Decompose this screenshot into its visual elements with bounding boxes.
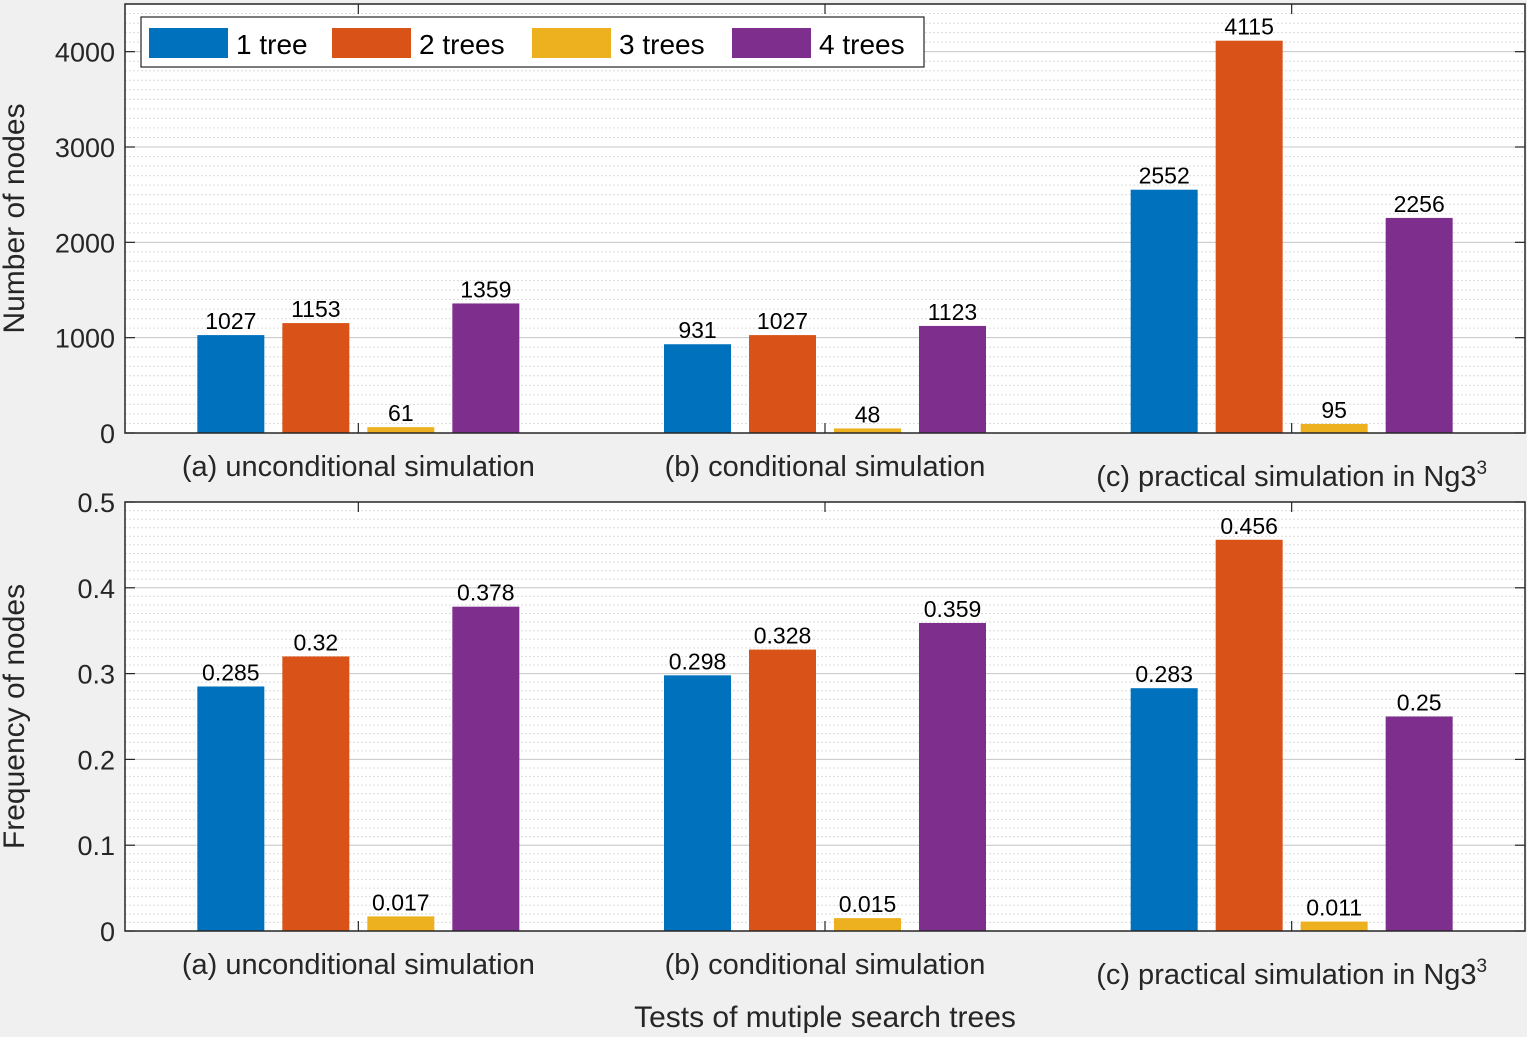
legend-label: 4 trees xyxy=(819,29,905,60)
chart-panel-frequency: 0.285 0.298 0.283 0.32 0.328 0.456 0.017 0.015 0… xyxy=(0,488,1526,1034)
y-tick-label: 2000 xyxy=(55,228,115,258)
data-label: 1123 xyxy=(928,299,977,325)
y-tick-label: 0.2 xyxy=(77,745,115,775)
bar-1-tree-1 xyxy=(664,675,731,931)
legend-label: 1 tree xyxy=(236,29,308,60)
bar-3-trees-2 xyxy=(1300,423,1368,433)
data-label: 0.456 xyxy=(1220,513,1278,539)
bar-3-trees-0 xyxy=(367,427,435,433)
data-label: 0.32 xyxy=(293,629,338,655)
y-tick-label: 1000 xyxy=(55,324,115,354)
data-label: 2552 xyxy=(1139,163,1190,189)
bar-4-trees-1 xyxy=(919,622,986,931)
x-category-label: (b) conditional simulation xyxy=(665,451,986,483)
legend: 1 tree 2 trees 3 trees 4 trees xyxy=(140,16,925,68)
data-label: 48 xyxy=(855,401,881,427)
legend-swatch xyxy=(149,28,228,58)
x-category-label: (a) unconditional simulation xyxy=(182,451,535,483)
bar-2-trees-1 xyxy=(749,335,816,433)
y-tick-label: 3000 xyxy=(55,133,115,163)
bar-3-trees-1 xyxy=(834,428,901,433)
superscript: 3 xyxy=(1477,458,1488,479)
data-label: 0.017 xyxy=(372,889,430,915)
bar-4-trees-2 xyxy=(1385,217,1453,433)
bar-4-trees-1 xyxy=(919,325,986,433)
data-label: 61 xyxy=(388,400,414,426)
bar-2-trees-1 xyxy=(749,649,816,931)
bar-2-trees-0 xyxy=(282,656,350,931)
data-label: 0.298 xyxy=(669,648,727,674)
data-label: 0.378 xyxy=(457,580,515,606)
data-label: 95 xyxy=(1321,397,1347,423)
bar-2-trees-2 xyxy=(1215,40,1283,433)
plot-area xyxy=(125,4,1525,433)
legend-label: 2 trees xyxy=(419,29,505,60)
y-tick-label: 0.3 xyxy=(77,660,115,690)
bar-3-trees-2 xyxy=(1300,921,1368,931)
legend-swatch xyxy=(532,28,611,58)
data-label: 0.283 xyxy=(1135,661,1193,687)
data-label: 1359 xyxy=(460,276,511,302)
x-axis-title: Tests of mutiple search trees xyxy=(634,1001,1016,1034)
y-tick-label: 0 xyxy=(100,917,115,947)
data-label: 2256 xyxy=(1394,191,1445,217)
y-axis-title: Number of nodes xyxy=(0,103,31,333)
data-label: 0.015 xyxy=(839,891,897,917)
bar-1-tree-1 xyxy=(664,344,731,433)
chart-panel-nodes: 1027 931 2552 1153 1027 4115 61 48 95 1359 1123 225… xyxy=(0,3,1526,493)
data-label: 931 xyxy=(678,317,716,343)
bar-1-tree-0 xyxy=(197,686,265,931)
data-label: 0.328 xyxy=(754,623,812,649)
y-tick-label: 0.5 xyxy=(77,488,115,518)
data-label: 0.25 xyxy=(1397,690,1442,716)
bar-4-trees-0 xyxy=(452,606,520,931)
data-label: 0.285 xyxy=(202,659,260,685)
bar-1-tree-2 xyxy=(1130,688,1198,931)
bar-3-trees-0 xyxy=(367,916,435,931)
x-category-label: (b) conditional simulation xyxy=(665,949,986,981)
data-label: 1153 xyxy=(291,296,340,322)
bar-1-tree-2 xyxy=(1130,189,1198,433)
data-label: 1027 xyxy=(205,308,256,334)
x-category-label: (c) practical simulation in Ng33 xyxy=(1096,956,1487,991)
bar-4-trees-0 xyxy=(452,303,520,433)
y-tick-label: 4000 xyxy=(55,38,115,68)
bar-3-trees-1 xyxy=(834,918,901,931)
bar-2-trees-0 xyxy=(282,323,350,433)
data-label: 0.359 xyxy=(924,596,982,622)
y-tick-label: 0.4 xyxy=(77,574,115,604)
bar-4-trees-2 xyxy=(1385,716,1453,931)
bar-2-trees-2 xyxy=(1215,539,1283,931)
bar-1-tree-0 xyxy=(197,335,265,433)
legend-swatch xyxy=(332,28,411,58)
data-label: 4115 xyxy=(1224,14,1273,40)
data-label: 0.011 xyxy=(1306,895,1362,921)
data-label: 1027 xyxy=(757,308,808,334)
x-category-label: (a) unconditional simulation xyxy=(182,949,535,981)
y-tick-label: 0 xyxy=(100,419,115,449)
legend-label: 3 trees xyxy=(619,29,705,60)
y-tick-label: 0.1 xyxy=(77,831,115,861)
legend-swatch xyxy=(732,28,811,58)
y-axis-title: Frequency of nodes xyxy=(0,584,31,849)
superscript: 3 xyxy=(1477,956,1488,977)
x-category-label: (c) practical simulation in Ng33 xyxy=(1096,458,1487,493)
